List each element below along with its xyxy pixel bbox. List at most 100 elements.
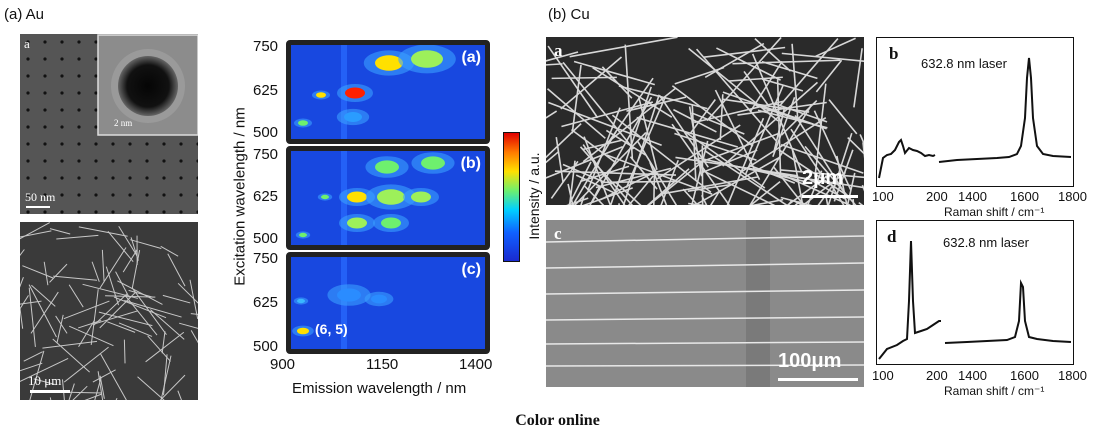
panel-b-title: (b) Cu: [548, 6, 590, 23]
au-nanowire: [115, 398, 118, 400]
au-nanowire: [137, 376, 165, 400]
au-nanowire: [31, 284, 56, 307]
au-nanowire: [20, 295, 29, 310]
au-nanowire: [92, 310, 138, 325]
raman-bottom-xtick-1800: 1800: [1058, 368, 1087, 383]
au-nanowire: [56, 314, 64, 343]
cu-nanowire: [688, 106, 703, 177]
cu-nanowire: [750, 198, 784, 205]
cu-nanowire: [802, 171, 847, 205]
sem-stitch-band: [746, 220, 770, 387]
cu-nanowire: [794, 114, 849, 200]
cu-nanowire: [554, 170, 676, 176]
au-nanowire: [53, 275, 98, 281]
au-nanowire: [20, 308, 24, 329]
au-nanowire: [56, 234, 99, 240]
cu-nanowire: [638, 97, 658, 170]
au-nanowire: [160, 355, 172, 400]
au-nanowire: [179, 322, 198, 329]
cu-nanowire: [786, 173, 831, 205]
pl-spot: [297, 327, 309, 335]
cu-nanowire: [636, 140, 678, 205]
pl-map-a-heat: [291, 45, 485, 139]
cu-nanowire: [573, 132, 647, 205]
au-nanowire: [97, 371, 104, 400]
cu-nanowire: [691, 112, 745, 135]
cu-nanowire: [693, 100, 785, 124]
sem-image-cu-nanowire-network: a 2μm: [546, 37, 864, 205]
au-nanowire: [145, 331, 185, 363]
pl-xtick-1400: 1400: [459, 356, 493, 373]
au-nanowire: [22, 265, 54, 279]
cu-nanowire: [791, 43, 799, 119]
cu-nanowire: [582, 187, 633, 205]
au-nanowire: [61, 379, 65, 400]
cu-sem-bottom-scale-bar: [778, 378, 858, 381]
cu-nanowire: [814, 83, 827, 177]
au-nanowire: [98, 311, 153, 327]
pl-spot: [381, 217, 401, 229]
au-nanowire: [131, 287, 167, 336]
cu-nanowire: [697, 156, 804, 182]
au-nanowire: [128, 289, 154, 298]
au-nanowire: [113, 296, 167, 319]
cu-nanowire: [551, 76, 617, 80]
cu-nanowire: [852, 199, 855, 205]
au-nanowire: [177, 282, 198, 304]
cu-nanowire: [615, 181, 642, 205]
au-nanowire: [177, 390, 182, 400]
au-nanowire: [30, 291, 59, 334]
au-nanowire: [68, 325, 114, 347]
cu-nanowire: [739, 117, 827, 174]
au-nanowire: [167, 253, 186, 287]
au-nanowire: [118, 226, 138, 256]
au-nanowire: [105, 295, 156, 298]
cu-nanowire: [780, 196, 813, 205]
raman-top-xlabel: Raman shift / cm⁻¹: [944, 205, 1045, 219]
cu-nanowire: [546, 63, 563, 66]
cu-nanowire: [847, 137, 864, 155]
raman-top-letter: b: [889, 44, 899, 63]
cu-nanowire: [569, 37, 678, 58]
pl-spot: [377, 189, 405, 205]
au-nanowire: [72, 385, 88, 400]
cu-nanowire: [806, 170, 823, 205]
colorbar-label: Intensity / a.u.: [526, 152, 542, 240]
au-nanowire: [107, 321, 136, 333]
cu-nanowire: [695, 133, 779, 165]
sem-image-au-nanowires: 10 μm: [20, 222, 198, 400]
raman-bottom-xlabel: Raman shift / cm⁻¹: [944, 384, 1045, 398]
cu-aligned-wire: [546, 235, 864, 243]
au-nanowire: [49, 397, 52, 400]
au-nanowire: [49, 228, 71, 235]
cu-nanowire: [754, 38, 792, 72]
au-nanowire: [78, 320, 102, 329]
au-nanowire: [29, 350, 45, 400]
cu-nanowire: [691, 104, 697, 180]
au-nanowire: [190, 313, 198, 315]
cu-nanowire: [595, 167, 672, 189]
raman-bottom-plot: [878, 240, 1072, 360]
cu-nanowire: [625, 96, 667, 189]
au-nanowire: [43, 261, 49, 286]
cu-nanowire: [714, 89, 761, 180]
cu-nanowire: [703, 46, 786, 58]
cu-nanowire: [571, 131, 617, 205]
au-nanowire: [63, 300, 110, 320]
cu-nanowire: [587, 107, 621, 191]
au-nanowire: [190, 330, 198, 344]
au-nanowire: [23, 351, 43, 362]
cu-nanowire: [828, 99, 858, 135]
cu-nanowire: [780, 169, 864, 179]
cu-nanowire: [546, 51, 579, 62]
au-nanowire: [20, 249, 25, 257]
au-nanowire: [20, 300, 42, 305]
au-nanowire: [42, 340, 98, 349]
cu-nanowire: [546, 146, 623, 179]
au-nanowire: [99, 375, 105, 399]
au-nanowire: [99, 291, 137, 329]
cu-nanowire: [687, 183, 731, 192]
pl-map-a-label: (a): [461, 49, 481, 66]
pl-ylabel: Excitation wavelength / nm: [231, 107, 249, 286]
cu-nanowire: [567, 183, 574, 205]
